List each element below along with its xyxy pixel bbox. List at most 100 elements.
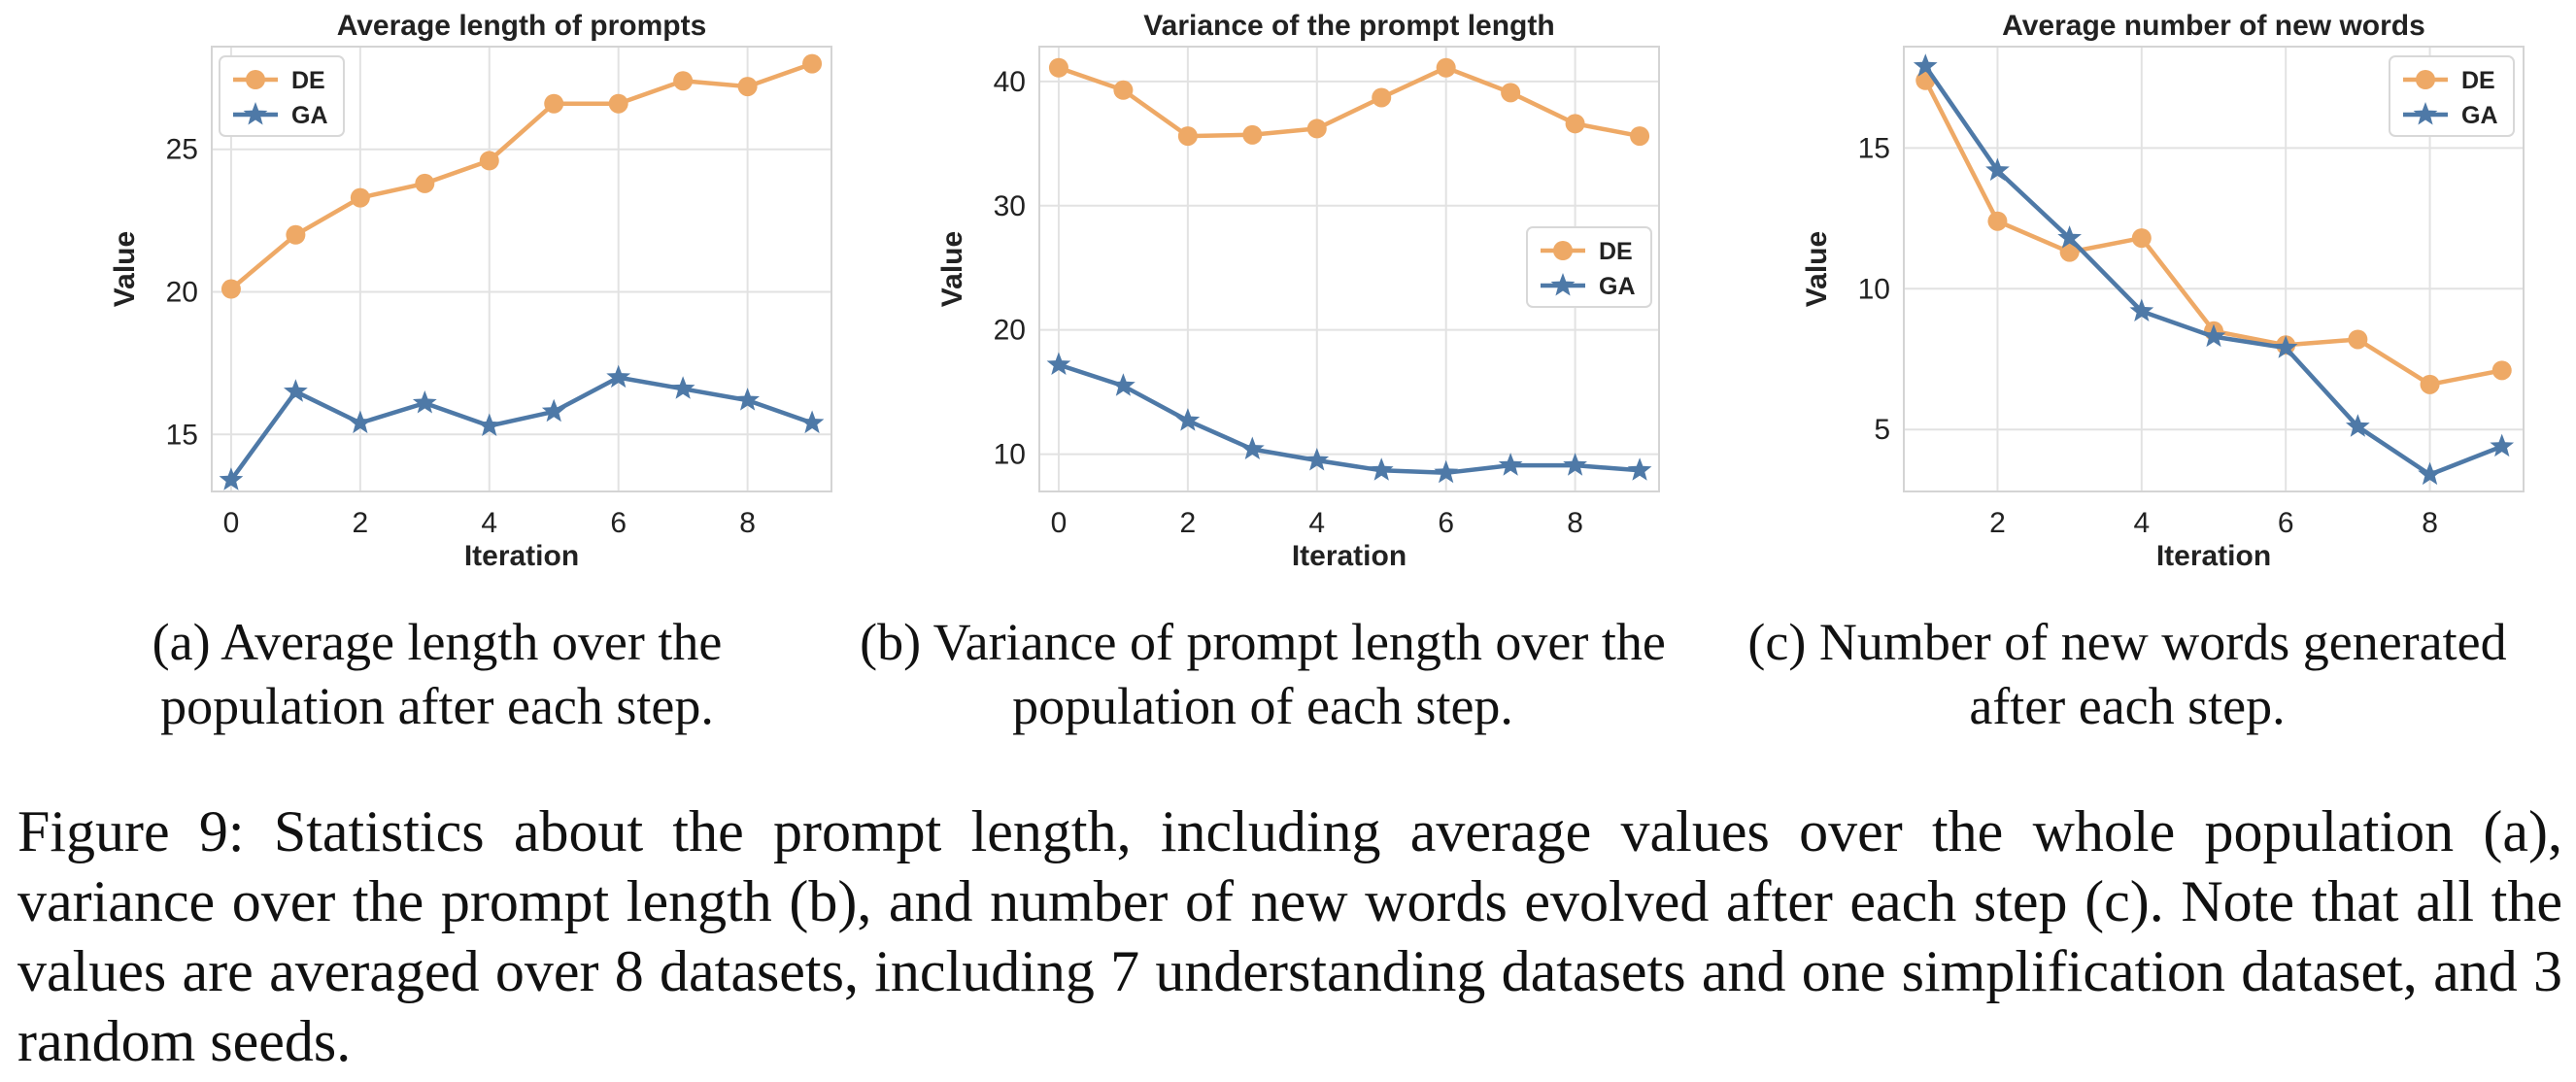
- series-line-de: [1058, 65, 1641, 139]
- caption-b: (b) Variance of prompt length over the p…: [860, 613, 1666, 735]
- data-point-de: [1501, 83, 1521, 103]
- caption-a: (a) Average length over the population a…: [152, 613, 723, 735]
- series-line-ga: [1058, 362, 1641, 476]
- data-point-de: [1372, 87, 1392, 108]
- data-point-ga: [1498, 453, 1523, 476]
- data-point-ga: [2273, 335, 2298, 358]
- data-point-ga: [1111, 373, 1135, 396]
- data-point-de: [2491, 360, 2512, 381]
- data-point-ga: [541, 398, 566, 423]
- x-tick-label: 0: [223, 507, 240, 539]
- x-tick-label: 4: [2133, 507, 2150, 539]
- data-point-de: [479, 151, 499, 171]
- y-tick-label: 15: [1858, 132, 1890, 164]
- data-point-ga: [1239, 436, 1265, 459]
- data-point-de: [544, 93, 564, 114]
- chart-title: Average number of new words: [2002, 10, 2425, 42]
- series-line-de: [229, 61, 813, 291]
- x-axis-label: Iteration: [1292, 540, 1407, 572]
- x-tick-label: 2: [353, 507, 369, 539]
- legend-marker-ga: [243, 102, 268, 125]
- data-point-de: [1436, 57, 1456, 78]
- legend-label-ga: GA: [291, 102, 328, 129]
- data-point-de: [220, 279, 241, 299]
- chart-panel-1: 0 2 4 6 8 15 20 25 Average length of prompts Iter…: [109, 10, 832, 572]
- data-point-de: [286, 224, 306, 245]
- legend-label-ga: GA: [2461, 102, 2498, 129]
- y-tick-label: 20: [994, 315, 1026, 347]
- x-axis-label: Iteration: [464, 540, 579, 572]
- data-point-ga: [284, 379, 308, 402]
- data-point-de: [802, 53, 823, 74]
- y-tick-label: 30: [994, 190, 1026, 222]
- x-tick-label: 0: [1051, 507, 1068, 539]
- x-tick-label: 4: [481, 507, 497, 539]
- data-point-ga: [1985, 157, 2010, 182]
- x-tick-label: 8: [1567, 507, 1583, 539]
- data-point-ga: [670, 376, 695, 399]
- data-point-de: [1048, 57, 1068, 78]
- data-point-de: [1630, 126, 1650, 147]
- data-point-de: [2059, 242, 2080, 262]
- data-point-de: [1113, 80, 1134, 100]
- data-point-ga: [1046, 352, 1071, 375]
- series-line-ga: [229, 375, 813, 482]
- legend-marker-de: [246, 70, 265, 89]
- data-point-de: [1242, 124, 1263, 145]
- x-tick-label: 8: [2422, 507, 2438, 539]
- y-tick-label: 10: [994, 439, 1026, 471]
- caption-c: (c) Number of new words generated after …: [1747, 613, 2507, 735]
- x-tick-label: 2: [1989, 507, 2006, 539]
- y-tick-label: 25: [166, 134, 198, 166]
- data-point-ga: [1305, 448, 1330, 471]
- data-point-de: [737, 77, 758, 97]
- y-tick-label: 15: [166, 419, 198, 451]
- data-point-ga: [606, 364, 631, 389]
- data-point-ga: [1175, 408, 1201, 431]
- plot-frame: [1038, 46, 1660, 492]
- y-tick-label: 5: [1874, 414, 1890, 446]
- x-tick-label: 6: [1438, 507, 1454, 539]
- data-point-ga: [2490, 433, 2515, 457]
- data-point-ga: [2346, 414, 2370, 437]
- y-axis-label: Value: [936, 231, 968, 307]
- figure-caption: Figure 9: Statistics about the prompt le…: [17, 799, 2562, 1073]
- data-point-ga: [1627, 457, 1652, 481]
- legend-label-de: DE: [1599, 238, 1633, 265]
- data-point-de: [2348, 329, 2368, 350]
- data-point-ga: [2057, 225, 2082, 249]
- data-point-ga: [799, 410, 825, 434]
- data-point-ga: [735, 388, 760, 411]
- data-point-ga: [2129, 298, 2154, 321]
- data-point-ga: [1369, 457, 1394, 481]
- data-point-ga: [1434, 459, 1459, 484]
- data-point-de: [673, 71, 694, 91]
- x-tick-label: 4: [1308, 507, 1325, 539]
- data-point-de: [2131, 228, 2152, 249]
- legend-label-de: DE: [2461, 67, 2495, 94]
- data-point-de: [1306, 118, 1327, 139]
- data-point-de: [1177, 126, 1198, 147]
- data-point-de: [608, 93, 628, 114]
- x-tick-label: 2: [1180, 507, 1197, 539]
- data-point-ga: [2418, 461, 2442, 486]
- y-axis-label: Value: [109, 231, 141, 307]
- legend-marker-ga: [1550, 273, 1576, 296]
- y-tick-label: 40: [994, 66, 1026, 98]
- data-point-ga: [477, 413, 502, 436]
- legend-marker-de: [1553, 241, 1573, 260]
- x-tick-label: 6: [2278, 507, 2294, 539]
- y-axis-label: Value: [1801, 231, 1833, 307]
- data-point-ga: [348, 410, 373, 434]
- x-axis-label: Iteration: [2156, 540, 2271, 572]
- y-tick-label: 20: [166, 276, 198, 308]
- data-point-de: [415, 173, 435, 193]
- data-point-ga: [1563, 453, 1587, 476]
- legend-label-ga: GA: [1599, 273, 1636, 300]
- data-point-de: [1565, 114, 1585, 134]
- y-tick-label: 10: [1858, 273, 1890, 305]
- data-point-de: [2420, 374, 2440, 394]
- chart-panel-2: 0 2 4 6 8 10 20 30 40 Variance of the prompt leng…: [936, 10, 1660, 572]
- data-point-de: [1987, 211, 2008, 231]
